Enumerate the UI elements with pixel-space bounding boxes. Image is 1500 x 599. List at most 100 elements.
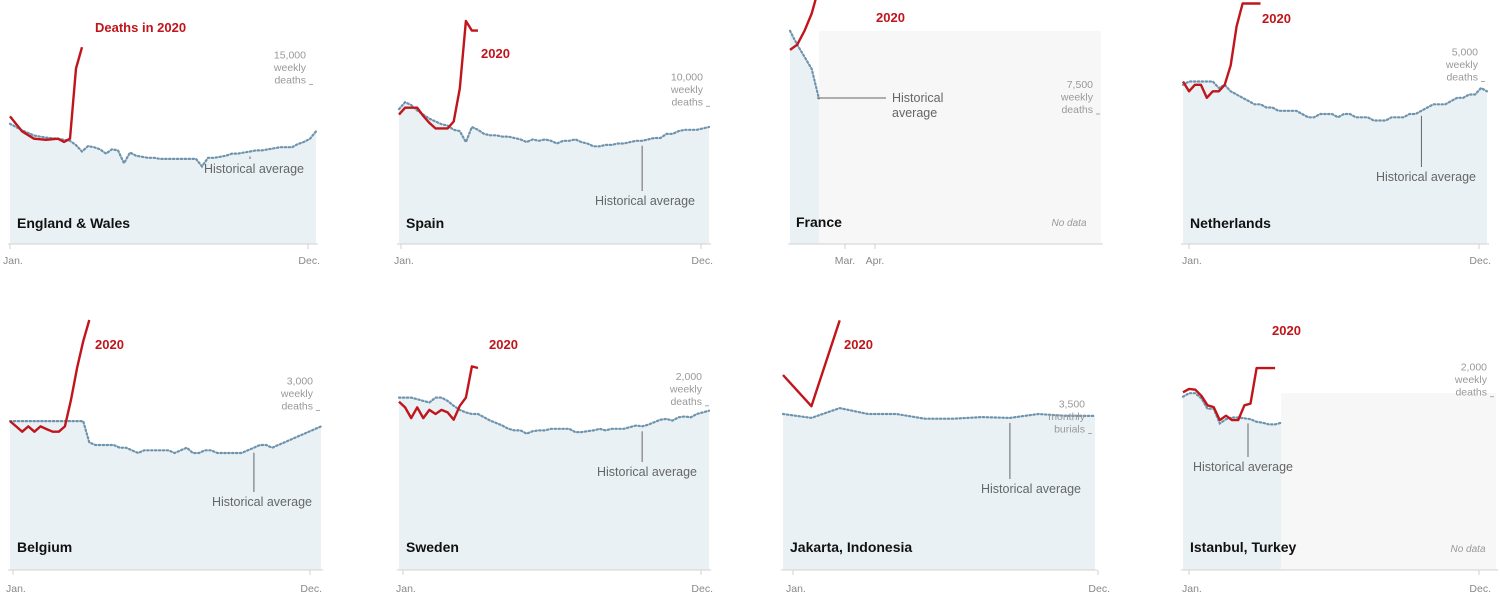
deaths-2020-line <box>9 319 91 433</box>
x-tick-label: Apr. <box>866 255 885 267</box>
chart-panel-england-wales: Jan. Dec. Deaths in 2020 15,000weeklydeaths… <box>3 20 320 267</box>
annotation-label: Historical <box>892 91 943 105</box>
y-scale-label: deaths <box>671 96 703 108</box>
panel-title: Sweden <box>406 539 459 555</box>
annotation-label: Historical average <box>981 482 1081 496</box>
y-scale-label: weekly <box>273 62 307 74</box>
x-tick-label: Dec. <box>298 255 320 267</box>
y-scale-label: 3,000 <box>287 375 313 387</box>
x-tick-label: Jan. <box>1182 583 1202 595</box>
annotation-label: average <box>892 106 937 120</box>
deaths-2020-line <box>9 46 84 144</box>
series-label-2020: 2020 <box>489 337 518 352</box>
historical-area <box>1183 81 1487 244</box>
y-scale-label: deaths <box>1446 72 1478 84</box>
y-scale-label: deaths <box>274 74 306 86</box>
x-tick-label: Dec. <box>300 583 322 595</box>
y-scale-label: deaths <box>1455 387 1487 399</box>
x-tick-label: Jan. <box>394 255 414 267</box>
deaths-2020-line <box>1182 366 1276 422</box>
historical-average-line <box>397 396 711 435</box>
annotation-label: Historical average <box>212 495 312 509</box>
no-data-label: No data <box>1051 218 1086 229</box>
series-label-2020: Deaths in 2020 <box>95 20 186 35</box>
y-scale-label: deaths <box>281 400 313 412</box>
historical-area <box>10 421 321 570</box>
deaths-2020-line <box>789 0 817 51</box>
x-tick-label: Mar. <box>835 255 855 267</box>
annotation-label: Historical average <box>597 465 697 479</box>
y-scale-label: monthly <box>1048 411 1086 423</box>
annotation-label: Historical average <box>1193 460 1293 474</box>
no-data-region <box>818 50 1101 244</box>
x-tick-label: Jan. <box>1182 255 1202 267</box>
y-scale-label: weekly <box>1060 92 1094 104</box>
x-tick-label: Jan. <box>786 583 806 595</box>
series-label-2020: 2020 <box>95 337 124 352</box>
y-scale-label: 15,000 <box>274 49 306 61</box>
panel-title: Spain <box>406 215 444 231</box>
x-tick-label: Dec. <box>1469 583 1491 595</box>
y-scale-label: weekly <box>1454 374 1488 386</box>
no-data-region <box>1281 393 1496 570</box>
historical-average-line <box>8 122 318 169</box>
series-label-2020: 2020 <box>1272 323 1301 338</box>
panel-title: Netherlands <box>1190 215 1271 231</box>
historical-average-line <box>1181 80 1489 122</box>
annotation-label: Historical average <box>204 162 304 176</box>
y-scale-label: 2,000 <box>1461 362 1487 374</box>
panel-title: England & Wales <box>17 215 130 231</box>
historical-average-line <box>781 406 1097 420</box>
panel-title: Istanbul, Turkey <box>1190 539 1297 555</box>
x-tick-label: Dec. <box>691 583 713 595</box>
historical-area <box>399 102 709 244</box>
deaths-2020-line <box>398 19 478 130</box>
historical-area <box>783 408 1095 570</box>
deaths-2020-line <box>782 320 841 408</box>
y-scale-label: deaths <box>670 396 702 408</box>
y-scale-label: 7,500 <box>1067 79 1093 91</box>
series-label-2020: 2020 <box>844 337 873 352</box>
x-tick-label: Dec. <box>1088 583 1110 595</box>
deaths-2020-line <box>398 365 479 421</box>
series-label-2020: 2020 <box>481 46 510 61</box>
panel-title: Jakarta, Indonesia <box>790 539 912 555</box>
x-tick-label: Dec. <box>1469 255 1491 267</box>
annotation-label: Historical average <box>595 194 695 208</box>
historical-average-line <box>788 29 821 100</box>
panel-title: France <box>796 214 842 230</box>
y-scale-label: weekly <box>280 388 314 400</box>
y-scale-label: burials <box>1054 424 1085 436</box>
y-scale-label: deaths <box>1061 104 1093 116</box>
historical-area <box>790 30 819 244</box>
y-scale-label: weekly <box>670 84 704 96</box>
y-scale-label: weekly <box>669 383 703 395</box>
panel-title: Belgium <box>17 539 72 555</box>
y-scale-label: 3,500 <box>1059 399 1085 411</box>
series-label-2020: 2020 <box>876 10 905 25</box>
historical-average-line <box>397 100 711 148</box>
historical-average-line <box>8 420 323 455</box>
historical-area <box>1183 393 1282 570</box>
y-scale-label: weekly <box>1445 59 1479 71</box>
x-tick-label: Jan. <box>3 255 23 267</box>
y-scale-label: 10,000 <box>671 71 703 83</box>
annotation-label: Historical average <box>1376 170 1476 184</box>
y-scale-label: 2,000 <box>676 371 702 383</box>
no-data-label: No data <box>1450 544 1485 555</box>
deaths-2020-line <box>1181 2 1261 100</box>
historical-average-line <box>1181 392 1283 426</box>
series-label-2020: 2020 <box>1262 11 1291 26</box>
x-tick-label: Dec. <box>691 255 713 267</box>
historical-area <box>399 397 709 570</box>
x-tick-label: Jan. <box>396 583 416 595</box>
y-scale-label: 5,000 <box>1452 47 1478 59</box>
